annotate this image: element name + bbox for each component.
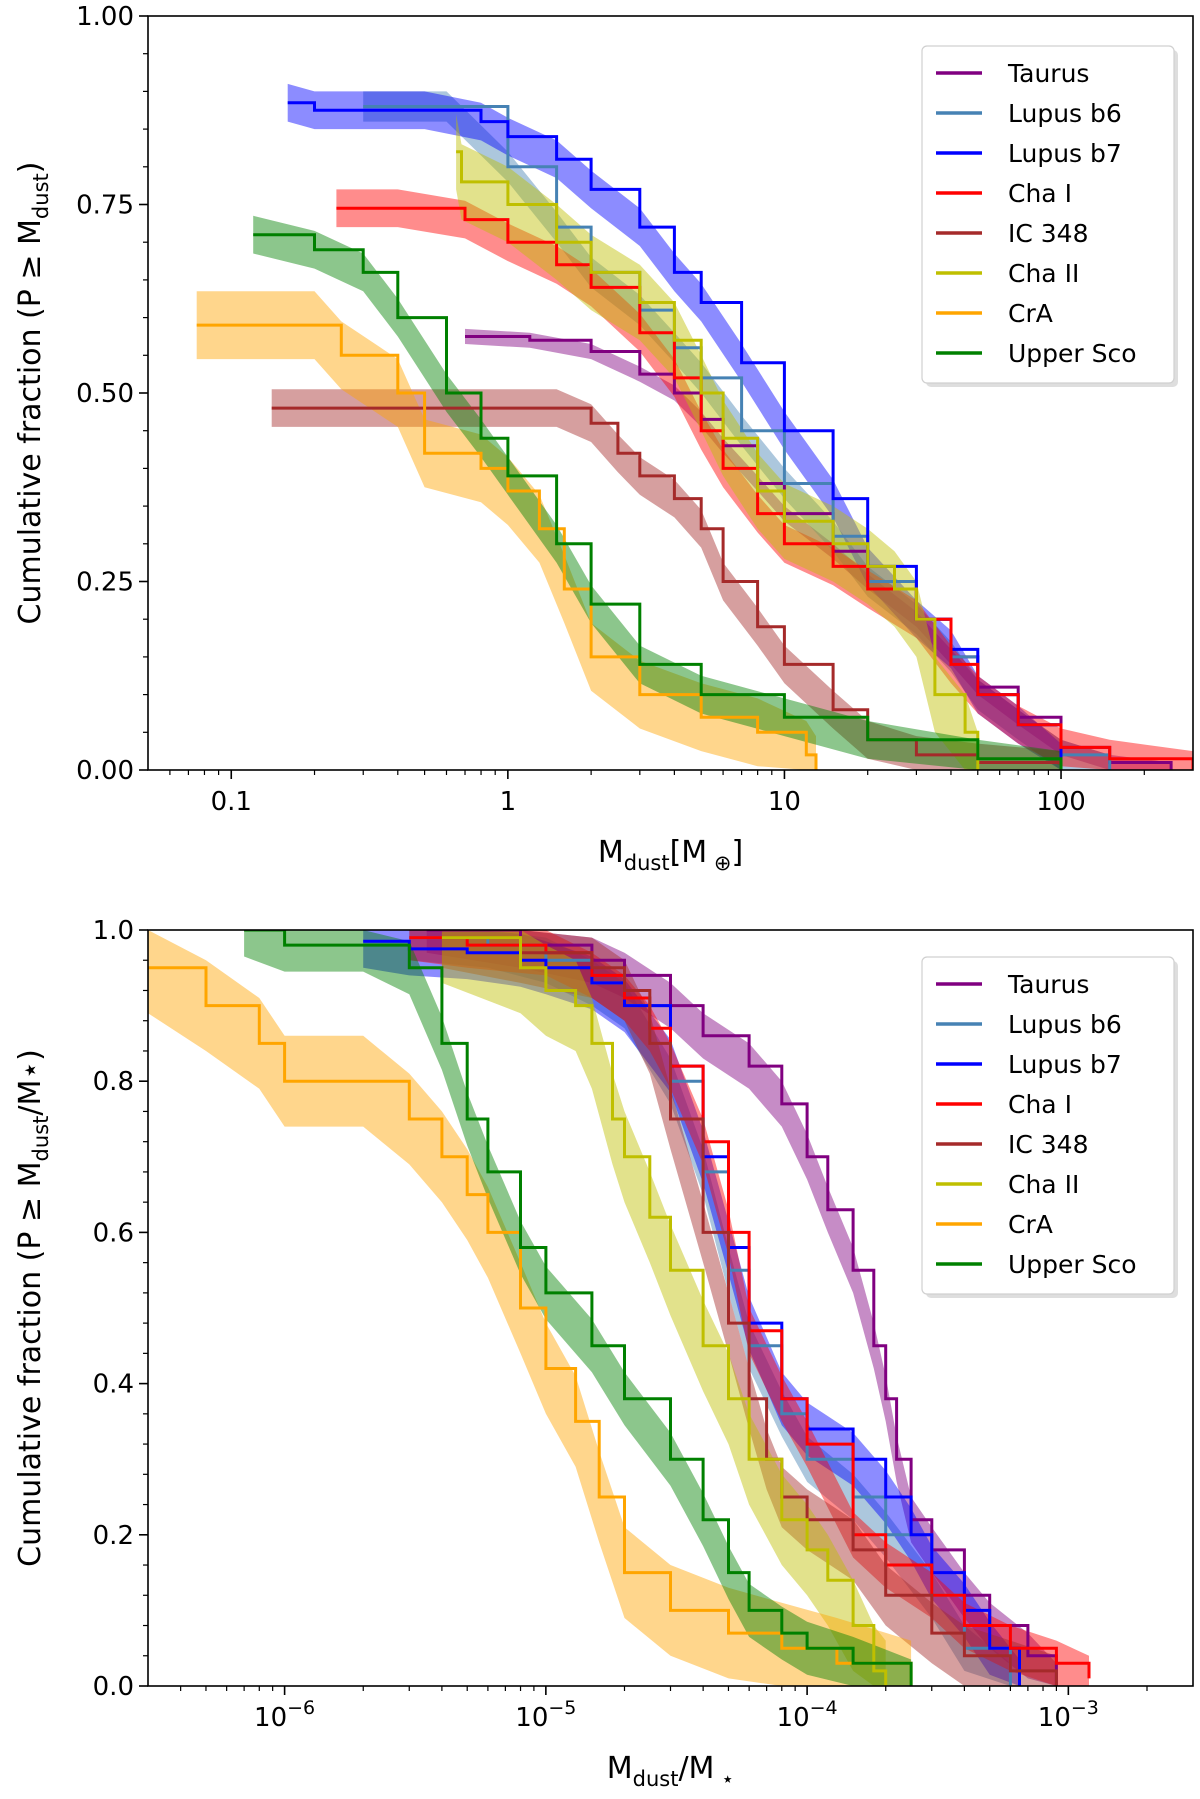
y-axis-label: Cumulative fraction (P ≥ Mdust) — [13, 162, 53, 625]
legend-label-taurus: Taurus — [1007, 970, 1089, 999]
line-lupus-b7 — [287, 101, 1063, 763]
line-ic-348 — [271, 406, 1063, 770]
line-cha-i — [336, 206, 1193, 770]
y-tick-label: 0.75 — [76, 191, 134, 221]
band-upper-sco — [244, 930, 912, 1686]
y-tick-label: 0.4 — [93, 1370, 134, 1400]
band-cha-ii — [441, 930, 886, 1686]
line-cha-ii — [441, 936, 888, 1686]
x-tick-label: 100 — [1036, 787, 1086, 817]
x-axis-label: Mdust/M ⋆ — [607, 1751, 735, 1791]
legend-label-lupus-b6: Lupus b6 — [1008, 99, 1122, 128]
legend-label-cra: CrA — [1008, 299, 1053, 328]
x-tick-label: 10 — [768, 787, 801, 817]
line-upper-sco — [244, 930, 913, 1686]
x-tick-label: 0.1 — [211, 787, 252, 817]
legend-label-cha-i: Cha I — [1008, 179, 1072, 208]
bottom-panel: 10−6 10−5 10−4 10−3 0.0 0.2 0.4 0.6 0.8 1.0 Mdust/… — [13, 916, 1194, 1791]
line-cra — [196, 323, 818, 770]
legend: Taurus Lupus b6 Lupus b7 Cha I IC 348 Cha II C… — [921, 956, 1178, 1298]
band-cha-ii — [456, 114, 978, 770]
plot-area — [148, 930, 1091, 1686]
legend-label-taurus: Taurus — [1007, 59, 1089, 88]
y-tick-label: 0.25 — [76, 568, 134, 598]
band-lupus-b7 — [287, 83, 1061, 770]
legend-label-lupus-b7: Lupus b7 — [1008, 1050, 1122, 1079]
x-tick-label: 10−4 — [777, 1697, 838, 1733]
y-tick-label: 0.6 — [93, 1218, 134, 1248]
legend-label-ic-348: IC 348 — [1008, 219, 1089, 248]
band-lupus-b6 — [363, 91, 1110, 770]
legend-label-lupus-b7: Lupus b7 — [1008, 139, 1122, 168]
legend-label-ic-348: IC 348 — [1008, 1130, 1089, 1159]
legend-label-cha-i: Cha I — [1008, 1090, 1072, 1119]
band-lupus-b7 — [363, 930, 1020, 1686]
y-tick-label: 0.8 — [93, 1067, 134, 1097]
y-axis-label: Cumulative fraction (P ≥ Mdust/M⋆) — [13, 1049, 53, 1567]
y-tick-label: 0.0 — [93, 1672, 134, 1702]
top-panel: 0.1 1 10 100 0.00 0.25 0.50 0.75 1.00 Mdust[M ⊕] C… — [13, 2, 1194, 875]
x-tick-label: 10−5 — [515, 1697, 576, 1733]
line-cha-ii — [456, 150, 980, 770]
x-tick-label: 10−3 — [1038, 1697, 1099, 1733]
y-tick-label: 1.0 — [93, 916, 134, 946]
legend-label-cha-ii: Cha II — [1008, 259, 1079, 288]
y-tick-label: 1.00 — [76, 2, 134, 32]
band-upper-sco — [253, 215, 1061, 770]
line-upper-sco — [253, 233, 1063, 770]
x-tick-label: 10−6 — [254, 1697, 315, 1733]
y-tick-label: 0.00 — [76, 756, 134, 786]
band-taurus — [426, 930, 1057, 1686]
plot-area — [196, 83, 1193, 770]
y-tick-label: 0.2 — [93, 1521, 134, 1551]
legend-label-lupus-b6: Lupus b6 — [1008, 1010, 1122, 1039]
legend-label-upper-sco: Upper Sco — [1008, 1250, 1137, 1279]
legend-frame — [921, 45, 1175, 384]
y-tick-label: 0.50 — [76, 379, 134, 409]
line-ic-348 — [441, 936, 1058, 1686]
x-axis-label: Mdust[M ⊕] — [598, 835, 743, 875]
legend: Taurus Lupus b6 Lupus b7 Cha I IC 348 Cha II C… — [921, 45, 1178, 387]
band-cra — [196, 291, 816, 770]
line-cra — [148, 966, 913, 1686]
legend-label-cra: CrA — [1008, 1210, 1053, 1239]
x-tick-label: 1 — [500, 787, 517, 817]
legend-frame — [921, 956, 1175, 1295]
legend-label-upper-sco: Upper Sco — [1008, 339, 1137, 368]
legend-label-cha-ii: Cha II — [1008, 1170, 1079, 1199]
